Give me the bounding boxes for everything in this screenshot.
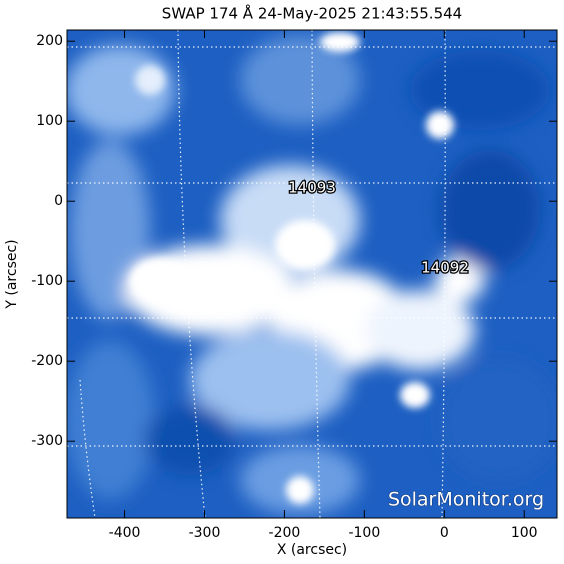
chart-title: SWAP 174 Å 24-May-2025 21:43:55.544 xyxy=(162,4,462,23)
y-tick-label: -300 xyxy=(31,433,63,449)
y-tick-label: -100 xyxy=(31,273,63,289)
region-label: 14093 xyxy=(288,179,336,197)
solar-image: 14093 14092 SolarMonitor.org xyxy=(67,30,557,518)
y-tick-label: -200 xyxy=(31,353,63,369)
region-label: 14092 xyxy=(421,259,469,277)
y-tick-label: 200 xyxy=(36,33,63,49)
y-tick-label: 100 xyxy=(36,113,63,129)
y-axis-label: Y (arcsec) xyxy=(4,239,20,309)
watermark: SolarMonitor.org xyxy=(388,489,544,511)
x-axis-label: X (arcsec) xyxy=(277,542,347,558)
x-tick-label: -100 xyxy=(348,525,380,541)
x-tick-label: -400 xyxy=(109,525,141,541)
x-tick-label: 100 xyxy=(511,525,538,541)
x-tick-label: -200 xyxy=(269,525,301,541)
x-tick-label: -300 xyxy=(189,525,221,541)
x-tick-label: 0 xyxy=(440,525,449,541)
y-tick-label: 0 xyxy=(54,193,63,209)
plot-frame xyxy=(66,29,558,519)
